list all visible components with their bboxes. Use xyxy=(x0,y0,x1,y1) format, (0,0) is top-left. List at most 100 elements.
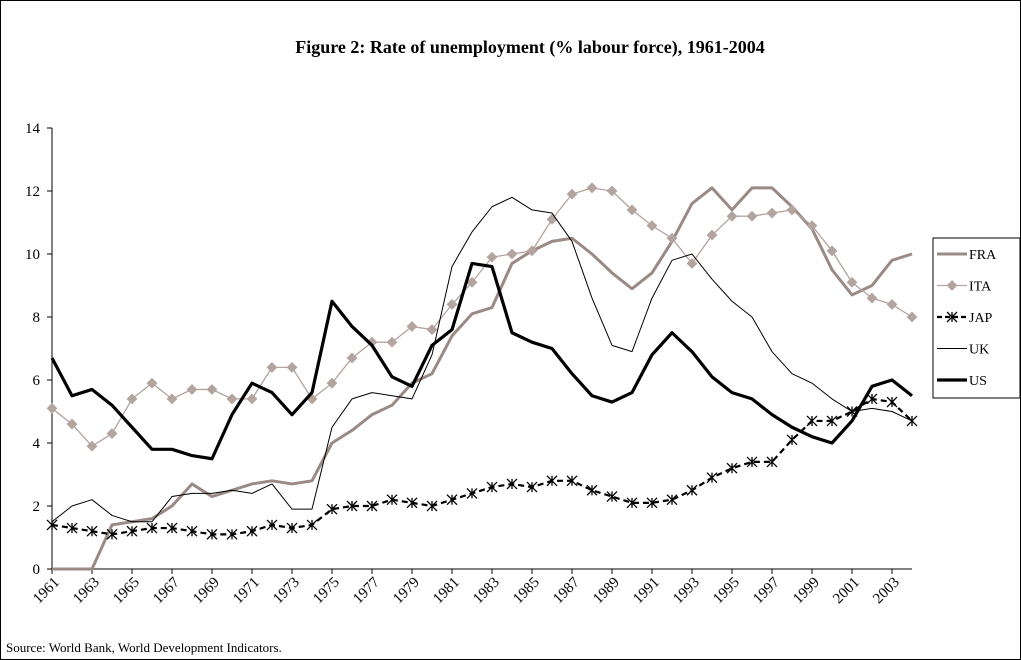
data-point xyxy=(446,298,458,310)
data-point xyxy=(126,393,138,405)
data-point xyxy=(886,298,898,310)
data-point xyxy=(86,525,98,537)
data-point xyxy=(466,487,478,499)
data-point xyxy=(346,500,358,512)
data-point xyxy=(766,456,778,468)
data-point xyxy=(566,188,578,200)
data-point xyxy=(386,494,398,506)
data-point xyxy=(226,528,238,540)
data-point xyxy=(266,361,278,373)
data-point xyxy=(86,440,98,452)
legend-label: US xyxy=(969,374,987,389)
data-point xyxy=(326,503,338,515)
data-point xyxy=(726,210,738,222)
data-point xyxy=(606,491,618,503)
data-point xyxy=(106,528,118,540)
data-point xyxy=(406,321,418,332)
data-point xyxy=(306,519,318,531)
legend-label: FRA xyxy=(969,248,997,263)
chart-title: Figure 2: Rate of unemployment (% labour… xyxy=(295,37,764,58)
data-point xyxy=(206,528,218,540)
data-point xyxy=(826,245,838,257)
data-point xyxy=(686,484,698,496)
data-point xyxy=(506,248,518,260)
series-line xyxy=(50,261,913,461)
data-point xyxy=(346,352,358,364)
data-point xyxy=(626,497,638,509)
data-point xyxy=(186,525,198,537)
data-point xyxy=(866,292,878,304)
y-tick-label: 12 xyxy=(25,184,40,200)
data-point xyxy=(446,494,458,506)
data-point xyxy=(486,481,498,493)
legend-marker xyxy=(946,280,958,291)
data-point xyxy=(866,393,878,405)
data-point xyxy=(66,418,78,430)
data-point xyxy=(546,475,558,487)
data-point xyxy=(726,462,738,474)
data-point xyxy=(186,384,198,395)
data-point xyxy=(466,276,478,288)
data-point xyxy=(746,210,758,222)
data-point xyxy=(366,500,378,512)
data-point xyxy=(646,497,658,509)
data-point xyxy=(626,204,638,216)
data-point xyxy=(766,207,778,219)
data-point xyxy=(686,258,698,269)
data-point xyxy=(846,276,858,288)
legend-label: JAP xyxy=(969,311,993,326)
data-point xyxy=(266,519,278,531)
data-point xyxy=(706,229,718,241)
data-point xyxy=(566,475,578,487)
data-point xyxy=(386,336,398,348)
data-point xyxy=(146,522,158,534)
data-point xyxy=(226,393,238,405)
y-tick-label: 2 xyxy=(33,499,41,515)
series-line xyxy=(52,186,913,571)
legend-label: ITA xyxy=(969,280,992,295)
data-point xyxy=(126,525,138,537)
data-point xyxy=(146,377,158,389)
data-point xyxy=(906,311,918,323)
y-tick-label: 10 xyxy=(25,247,40,263)
data-point xyxy=(326,377,338,389)
data-point xyxy=(666,232,678,244)
source-note: Source: World Bank, World Development In… xyxy=(6,640,282,655)
y-tick-label: 6 xyxy=(33,373,41,389)
series-line xyxy=(51,196,913,523)
data-point xyxy=(506,478,518,490)
data-point xyxy=(746,456,758,468)
y-tick-label: 0 xyxy=(33,562,41,578)
data-point xyxy=(786,434,798,446)
data-point xyxy=(206,384,218,395)
data-point xyxy=(426,324,438,336)
legend-label: UK xyxy=(969,343,989,358)
data-point xyxy=(706,472,718,484)
y-tick-label: 8 xyxy=(33,310,41,326)
data-point xyxy=(406,497,418,509)
data-point xyxy=(106,428,118,439)
y-tick-label: 4 xyxy=(33,436,41,452)
data-point xyxy=(426,500,438,512)
data-point xyxy=(526,245,538,257)
data-point xyxy=(586,484,598,496)
data-point xyxy=(666,494,678,506)
data-point xyxy=(806,220,818,232)
data-point xyxy=(46,402,58,414)
data-point xyxy=(526,481,538,493)
data-point xyxy=(246,525,258,537)
data-point xyxy=(786,204,798,216)
data-point xyxy=(826,415,838,427)
legend-marker xyxy=(946,311,958,323)
data-point xyxy=(886,396,898,408)
data-point xyxy=(166,393,178,405)
data-point xyxy=(646,220,658,232)
data-point xyxy=(286,361,298,373)
data-point xyxy=(166,522,178,534)
data-point xyxy=(806,415,818,427)
data-point xyxy=(66,522,78,534)
data-point xyxy=(246,393,258,405)
data-point xyxy=(606,185,618,197)
series-line xyxy=(51,397,913,536)
